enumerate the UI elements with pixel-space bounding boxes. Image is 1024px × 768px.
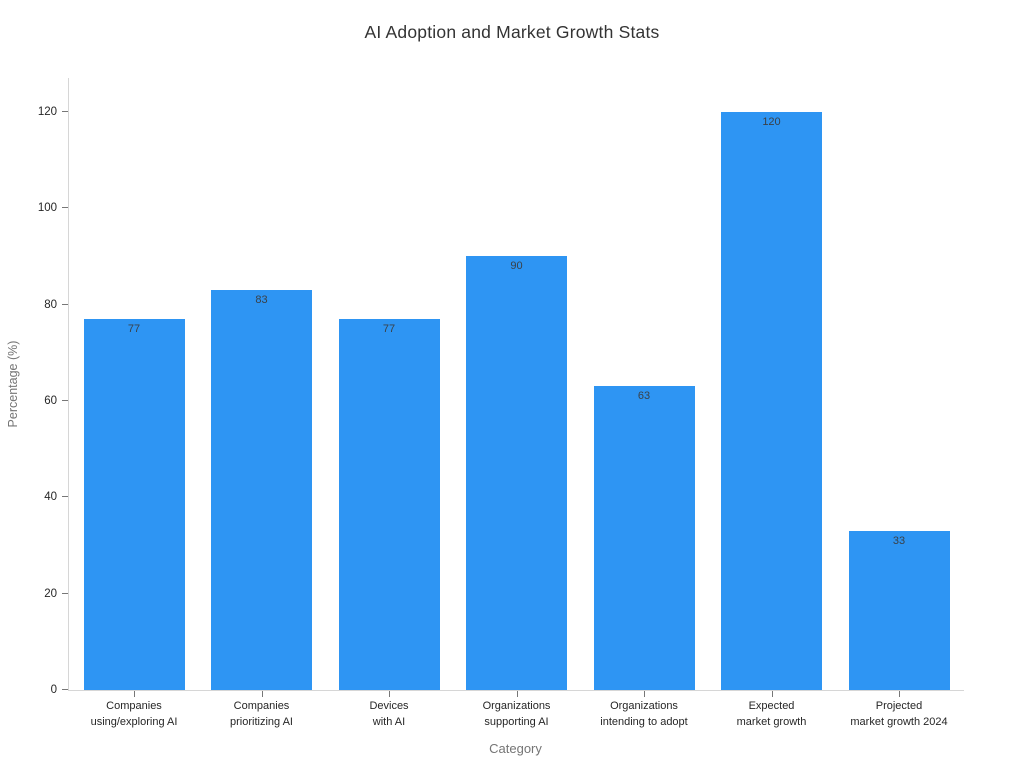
y-tick-mark <box>62 110 68 112</box>
x-category-label: Organizations supporting AI <box>482 700 551 728</box>
x-axis-title: Category <box>489 741 542 756</box>
bar: 77 <box>83 318 185 690</box>
bar: 120 <box>721 111 822 690</box>
bar-value-label: 90 <box>510 260 523 273</box>
bar: 77 <box>338 318 440 690</box>
y-tick-label: 20 <box>44 587 57 600</box>
bar-value-label: 83 <box>255 294 268 307</box>
x-category-label: Expected market growth <box>736 700 807 728</box>
bar: 90 <box>466 256 567 690</box>
y-tick-label: 40 <box>44 491 57 504</box>
y-tick-mark <box>62 207 68 209</box>
y-tick-mark <box>62 592 68 594</box>
y-tick-label: 0 <box>50 684 57 696</box>
x-tick-mark <box>771 691 773 697</box>
y-tick-mark <box>62 399 68 401</box>
bar-value-label: 33 <box>892 534 906 547</box>
x-tick-mark <box>389 691 390 697</box>
x-tick-mark <box>261 691 263 697</box>
x-category-label: Devices with AI <box>369 700 409 728</box>
y-tick-label: 100 <box>37 202 57 215</box>
bar-value-label: 77 <box>127 322 141 335</box>
bar: 63 <box>593 386 695 690</box>
x-category-label: Projected market growth 2024 <box>850 700 948 728</box>
chart-title: AI Adoption and Market Growth Stats <box>364 22 660 42</box>
bar-value-label: 77 <box>382 322 396 335</box>
x-tick-mark <box>899 691 900 697</box>
y-tick-mark <box>62 303 68 305</box>
bar-value-label: 63 <box>637 390 651 403</box>
y-tick-label: 80 <box>44 298 57 311</box>
x-category-label: Companies using/exploring AI <box>90 700 178 728</box>
bar: 83 <box>211 290 312 690</box>
bar-value-label: 120 <box>762 115 781 128</box>
y-tick-label: 120 <box>37 105 57 118</box>
y-tick-label: 60 <box>44 394 57 407</box>
x-tick-mark <box>644 691 645 697</box>
y-axis-title: Percentage (%) <box>6 340 20 428</box>
y-tick-mark <box>62 496 68 498</box>
x-category-label: Organizations intending to adopt <box>600 700 688 728</box>
bar: 33 <box>848 530 950 690</box>
x-tick-mark <box>516 691 518 697</box>
plot-area: 0 20 40 60 80 100 120 77 Companies using/explori… <box>38 78 964 728</box>
x-category-label: Companies prioritizing AI <box>230 700 293 728</box>
x-tick-mark <box>134 691 135 697</box>
y-tick-mark <box>62 689 68 690</box>
